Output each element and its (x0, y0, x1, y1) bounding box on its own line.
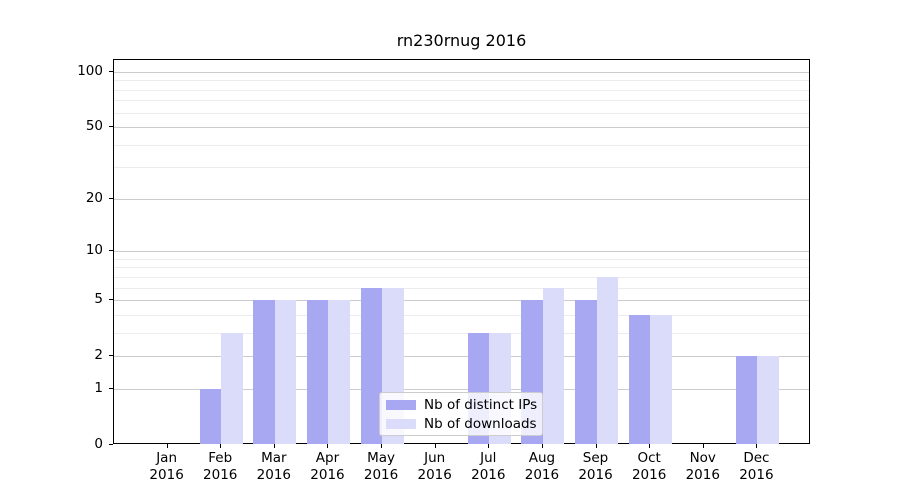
y-gridline-minor (114, 100, 809, 102)
plot-area (113, 59, 810, 444)
legend: Nb of distinct IPs Nb of downloads (379, 392, 543, 436)
bar-distinct-ips (307, 300, 329, 444)
bar-downloads (221, 332, 243, 444)
x-tick (541, 444, 543, 448)
y-gridline-minor (114, 276, 809, 278)
bar-distinct-ips (575, 300, 597, 444)
x-tick-label: Aug 2016 (524, 450, 560, 483)
x-tick (220, 444, 222, 448)
bar-downloads (596, 276, 618, 444)
bar-downloads (328, 300, 350, 444)
y-gridline-major (114, 198, 809, 200)
x-tick (381, 444, 383, 448)
chart-title: rn230rnug 2016 (396, 31, 527, 50)
x-tick (166, 444, 168, 448)
x-tick-label: Oct 2016 (631, 450, 667, 483)
y-tick (109, 387, 113, 389)
y-gridline-minor (114, 287, 809, 289)
y-tick (109, 355, 113, 357)
y-tick-label: 5 (94, 291, 103, 308)
x-tick (702, 444, 704, 448)
x-tick (595, 444, 597, 448)
x-tick-label: May 2016 (363, 450, 399, 483)
y-gridline-minor (114, 258, 809, 260)
x-tick (756, 444, 758, 448)
y-tick (109, 71, 113, 72)
y-tick-label: 20 (85, 189, 103, 206)
x-tick-label: Sep 2016 (578, 450, 613, 483)
legend-item-distinct-ips: Nb of distinct IPs (386, 397, 542, 413)
legend-swatch-distinct-ips (386, 399, 416, 410)
y-tick (109, 250, 113, 252)
y-gridline-minor (114, 89, 809, 91)
y-gridline-major (114, 388, 809, 390)
y-tick-label: 2 (94, 347, 103, 364)
y-gridline-major (114, 251, 809, 253)
bar-downloads (542, 287, 565, 444)
x-tick-label: Jun 2016 (417, 450, 452, 483)
y-tick (109, 444, 113, 445)
bar-downloads (650, 314, 672, 444)
y-tick-label: 0 (94, 436, 103, 452)
bar-distinct-ips (199, 388, 222, 444)
y-tick (109, 197, 113, 199)
y-gridline-major (114, 300, 809, 302)
legend-label-downloads: Nb of downloads (424, 415, 537, 432)
x-tick (434, 444, 436, 448)
legend-swatch-downloads (386, 418, 416, 429)
bar-distinct-ips (360, 287, 383, 444)
x-tick-label: Apr 2016 (310, 450, 345, 483)
x-tick-label: Feb 2016 (203, 450, 238, 483)
y-tick-label: 50 (85, 118, 103, 135)
bar-downloads (757, 356, 779, 444)
y-tick-label: 10 (85, 242, 103, 259)
y-tick-label: 100 (77, 63, 103, 79)
x-tick-label: Jan 2016 (149, 450, 184, 483)
y-gridline-minor (114, 314, 809, 316)
y-tick (109, 299, 113, 301)
bar-distinct-ips (735, 356, 758, 444)
y-gridline-minor (114, 144, 809, 146)
y-gridline-major (114, 127, 809, 129)
x-tick-label: Jul 2016 (471, 450, 506, 483)
y-gridline-minor (114, 80, 809, 82)
x-tick-label: Nov 2016 (685, 450, 720, 483)
x-tick (488, 444, 490, 448)
bar-distinct-ips (628, 314, 651, 444)
y-tick (109, 126, 113, 128)
x-tick (649, 444, 651, 448)
legend-item-downloads: Nb of downloads (386, 416, 542, 432)
legend-label-distinct-ips: Nb of distinct IPs (424, 396, 538, 413)
y-tick-label: 1 (94, 379, 103, 396)
bar-distinct-ips (253, 300, 275, 444)
bar-downloads (274, 300, 297, 444)
x-tick-label: Dec 2016 (739, 450, 774, 483)
y-gridline-minor (114, 167, 809, 169)
y-gridline-major (114, 356, 809, 358)
x-tick (327, 444, 329, 448)
y-gridline-minor (114, 267, 809, 269)
x-tick (273, 444, 275, 448)
y-gridline-major (114, 72, 809, 73)
x-tick-label: Mar 2016 (256, 450, 292, 483)
y-gridline-minor (114, 332, 809, 334)
y-gridline-minor (114, 112, 809, 114)
